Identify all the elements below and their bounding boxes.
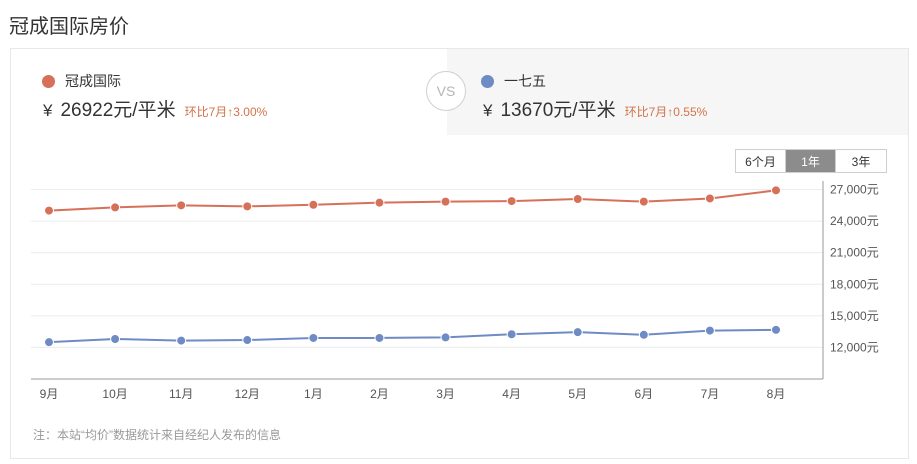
x-tick-label: 10月 [102,387,127,401]
right-price: 13670元/平米 [500,100,616,121]
x-tick-label: 2月 [370,387,389,401]
right-price-row: ¥ 13670元/平米 环比7月↑0.55% [483,95,707,122]
x-tick-label: 6月 [634,387,653,401]
y-tick-label: 21,000元 [830,246,879,260]
series-2-point [242,335,253,346]
y-tick-label: 24,000元 [830,214,879,228]
footnote: 注：本站“均价”数据统计来自经纪人发布的信息 [33,428,281,442]
x-tick-label: 5月 [568,387,587,401]
y-tick-label: 27,000元 [830,183,879,197]
price-trend-chart: 12,000元 15,000元 18,000元 21,000元 24,000元 27,00… [31,181,879,401]
series-1-point [374,197,385,208]
series-2-point [44,337,54,348]
series-2-point [638,329,649,340]
compare-left: 冠成国际 ¥ 26922元/平米 环比7月↑3.00% [11,49,447,135]
series-line-2 [48,328,777,344]
x-tick-label: 7月 [701,387,720,401]
right-community-name: 一七五 [504,73,546,89]
compare-header: 冠成国际 ¥ 26922元/平米 环比7月↑3.00% 一七五 ¥ 13670元… [11,49,908,135]
compare-right: 一七五 ¥ 13670元/平米 环比7月↑0.55% [447,49,908,135]
left-legend-dot [42,74,55,88]
right-yen-symbol: ¥ [483,101,493,120]
series-2-point [704,325,715,336]
series-1-point [506,196,517,207]
series-2-point [572,327,583,338]
x-tick-label: 3月 [436,387,455,401]
series-2-point [374,332,385,343]
series-1-point [308,199,319,210]
left-name-row: 冠成国际 [42,71,121,91]
period-3-years-button[interactable]: 3年 [836,150,886,172]
series-2-point [110,334,121,344]
series-1-point [440,196,451,207]
x-tick-label: 9月 [40,387,59,401]
series-1-point [176,200,187,211]
x-tick-label: 4月 [502,387,521,401]
series-2-point [771,324,781,335]
right-name-row: 一七五 [481,71,546,91]
series-2-point [308,332,319,343]
x-tick-label: 12月 [235,387,260,401]
x-tick-label: 8月 [767,387,786,401]
series-layer [44,185,781,348]
right-legend-dot [481,74,494,88]
period-1-year-button[interactable]: 1年 [786,150,836,172]
y-tick-label: 18,000元 [830,277,879,291]
x-tick-label: 11月 [169,387,193,401]
series-1-point [771,185,781,196]
y-tick-label: 15,000元 [830,309,879,323]
page-title: 冠成国际房价 [9,16,129,38]
price-compare-card: 冠成国际 ¥ 26922元/平米 环比7月↑3.00% 一七五 ¥ 13670元… [10,48,909,459]
left-yen-symbol: ¥ [43,101,53,120]
series-1-point [242,201,253,212]
series-2-point [176,335,187,346]
left-price: 26922元/平米 [60,100,176,121]
series-1-point [704,193,715,204]
left-price-row: ¥ 26922元/平米 环比7月↑3.00% [43,95,267,122]
left-community-name: 冠成国际 [65,73,121,89]
y-tick-label: 12,000元 [830,340,879,354]
series-1-point [638,196,649,207]
grid-layer [31,189,823,348]
series-1-point [44,205,54,216]
left-change: 环比7月↑3.00% [184,105,268,119]
series-1-point [572,194,583,204]
period-6-months-button[interactable]: 6个月 [736,150,786,172]
x-tick-label: 1月 [304,387,323,401]
series-2-point [506,329,517,340]
period-switch: 6个月 1年 3年 [735,149,887,173]
series-1-point [110,202,121,213]
series-2-point [440,332,451,343]
right-change: 环比7月↑0.55% [624,105,708,119]
vs-badge: VS [426,71,466,111]
axis-layer: 12,000元 15,000元 18,000元 21,000元 24,000元 27,00… [31,181,879,401]
series-line-1 [48,189,777,212]
